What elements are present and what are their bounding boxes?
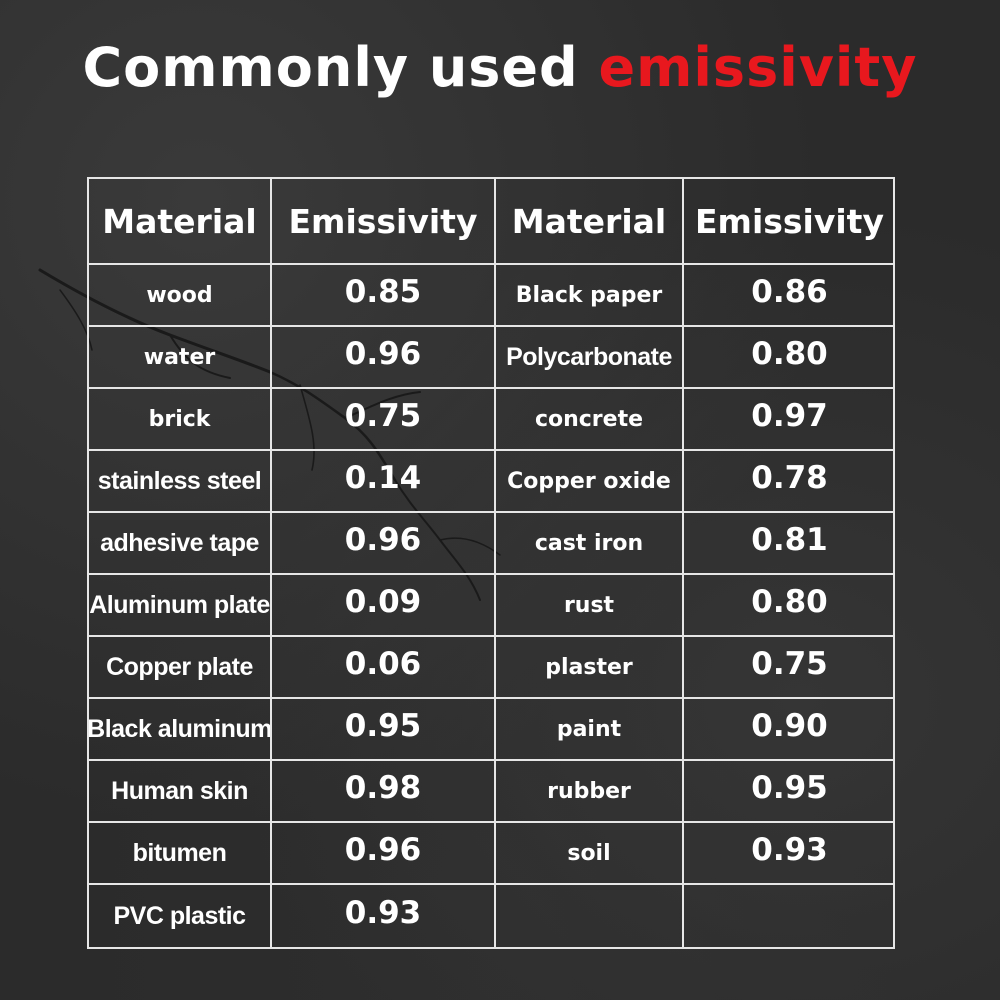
emissivity-cell: 0.75 [272, 389, 496, 451]
material-cell: rubber [496, 761, 684, 823]
emissivity-cell: 0.93 [272, 885, 496, 947]
emissivity-cell: 0.80 [684, 575, 895, 637]
emissivity-cell: 0.93 [684, 823, 895, 885]
material-cell: wood [89, 265, 272, 327]
emissivity-cell: 0.75 [684, 637, 895, 699]
emissivity-cell: 0.86 [684, 265, 895, 327]
page-title: Commonly used emissivity [0, 36, 1000, 99]
header-material-left: Material [89, 179, 272, 265]
material-cell: Black paper [496, 265, 684, 327]
emissivity-cell: 0.96 [272, 823, 496, 885]
material-cell: paint [496, 699, 684, 761]
material-cell: stainless steel [89, 451, 272, 513]
emissivity-cell: 0.85 [272, 265, 496, 327]
emissivity-cell: 0.98 [272, 761, 496, 823]
title-main: Commonly used [82, 36, 579, 99]
header-material-right: Material [496, 179, 684, 265]
material-cell: adhesive tape [89, 513, 272, 575]
emissivity-cell: 0.81 [684, 513, 895, 575]
emissivity-cell: 0.06 [272, 637, 496, 699]
emissivity-cell: 0.09 [272, 575, 496, 637]
material-cell: soil [496, 823, 684, 885]
header-emissivity-left: Emissivity [272, 179, 496, 265]
emissivity-cell: 0.95 [272, 699, 496, 761]
emissivity-cell: 0.14 [272, 451, 496, 513]
material-cell: Copper plate [89, 637, 272, 699]
emissivity-cell: 0.78 [684, 451, 895, 513]
emissivity-table: Material Emissivity Material Emissivity … [87, 177, 895, 949]
emissivity-cell: 0.80 [684, 327, 895, 389]
material-cell: rust [496, 575, 684, 637]
empty-cell [684, 885, 895, 947]
material-cell: Human skin [89, 761, 272, 823]
material-cell: brick [89, 389, 272, 451]
emissivity-cell: 0.95 [684, 761, 895, 823]
emissivity-cell: 0.96 [272, 513, 496, 575]
emissivity-cell: 0.96 [272, 327, 496, 389]
material-cell: plaster [496, 637, 684, 699]
material-cell: Polycarbonate [496, 327, 684, 389]
material-cell: PVC plastic [89, 885, 272, 947]
title-accent: emissivity [598, 36, 918, 99]
material-cell: cast iron [496, 513, 684, 575]
empty-cell [496, 885, 684, 947]
material-cell: concrete [496, 389, 684, 451]
emissivity-cell: 0.90 [684, 699, 895, 761]
material-cell: Copper oxide [496, 451, 684, 513]
emissivity-cell: 0.97 [684, 389, 895, 451]
material-cell: Black aluminum [89, 699, 272, 761]
material-cell: bitumen [89, 823, 272, 885]
header-emissivity-right: Emissivity [684, 179, 895, 265]
material-cell: water [89, 327, 272, 389]
material-cell: Aluminum plate [89, 575, 272, 637]
